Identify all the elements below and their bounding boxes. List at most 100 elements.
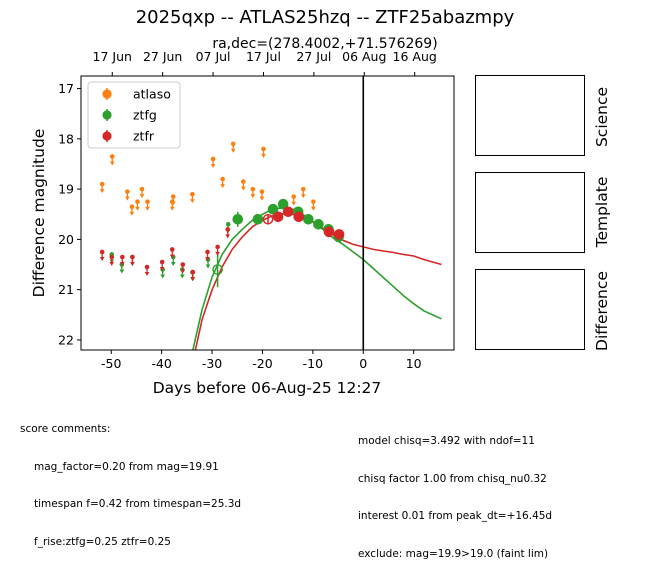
upper-limit-atlaso — [145, 199, 150, 211]
limit-marker — [125, 189, 130, 194]
limit-marker — [170, 194, 176, 199]
score-comments: score comments: mag_factor=0.20 from mag… — [20, 398, 241, 561]
upper-limit-atlaso — [300, 186, 306, 199]
data-point-ztfr — [333, 229, 345, 240]
limit-arrowhead — [170, 261, 176, 266]
upper-limit-atlaso — [139, 186, 145, 199]
point-marker — [323, 226, 335, 238]
legend-marker — [102, 89, 112, 99]
upper-limit-ztfr — [109, 254, 115, 266]
limit-arrowhead — [205, 256, 210, 261]
upper-limit-atlaso — [190, 191, 195, 204]
limit-marker — [145, 199, 150, 204]
limit-arrowhead — [125, 196, 130, 201]
score-comment-line: mag_factor=0.20 from mag=19.91 — [34, 460, 219, 473]
limit-marker — [159, 259, 165, 265]
upper-limit-ztfr — [205, 249, 210, 261]
upper-limit-atlaso — [311, 199, 316, 211]
limit-arrowhead — [170, 201, 176, 206]
limit-marker — [291, 194, 297, 199]
legend: atlaso ztfg ztfr — [87, 81, 181, 149]
upper-limit-atlaso — [109, 154, 115, 166]
lightcurve-chart: ra,dec=(278.4002,+71.576269) 17 Jun 27 Ju… — [30, 36, 455, 397]
limit-marker — [99, 181, 105, 187]
top-tick-label: 17 Jul — [246, 49, 281, 64]
limit-arrowhead — [261, 153, 266, 158]
data-point-ztfr — [323, 226, 335, 238]
point-marker — [272, 211, 284, 223]
point-marker — [267, 203, 279, 215]
top-tick-label: 27 Jun — [143, 49, 182, 64]
limit-marker — [109, 254, 115, 260]
limit-marker — [230, 141, 236, 147]
point-marker — [282, 206, 294, 218]
limit-arrowhead — [169, 254, 175, 259]
limit-marker — [139, 186, 145, 192]
limit-arrowhead — [230, 148, 236, 153]
upper-limit-atlaso — [241, 179, 246, 191]
upper-limit-ztfr — [159, 259, 165, 272]
score-comments-header: score comments: — [20, 423, 111, 435]
science-stamp — [475, 75, 585, 156]
limit-arrowhead — [259, 196, 265, 201]
y-tick-label: 18 — [58, 131, 74, 146]
upper-limit-ztfr — [99, 249, 105, 261]
limit-marker — [120, 254, 125, 260]
legend-label: ztfg — [133, 108, 157, 123]
limit-arrowhead — [291, 201, 297, 206]
limit-marker — [129, 204, 135, 210]
top-tick-label: 07 Jul — [196, 49, 231, 64]
limit-marker — [99, 249, 105, 255]
upper-limit-ztfr — [180, 262, 186, 274]
data-point-ztfg — [277, 198, 289, 210]
legend-entry-atlaso: atlaso — [102, 87, 171, 102]
limit-arrowhead — [180, 274, 185, 279]
limit-arrowhead — [99, 189, 105, 194]
upper-limit-atlaso — [220, 176, 225, 189]
upper-limit-atlaso — [125, 189, 130, 201]
x-tick-label: 10 — [406, 356, 422, 371]
limit-marker — [225, 222, 231, 227]
upper-limit-atlaso — [170, 194, 176, 206]
data-point-ztfr — [262, 213, 274, 225]
y-tick-label: 21 — [58, 282, 74, 297]
limit-arrowhead — [99, 256, 105, 261]
y-tick-label: 22 — [58, 332, 74, 347]
upper-limit-atlaso — [99, 181, 105, 194]
limit-arrowhead — [210, 163, 216, 168]
legend-marker — [102, 110, 112, 120]
limit-arrowhead — [130, 261, 135, 266]
limit-marker — [144, 264, 150, 270]
limit-arrowhead — [119, 269, 125, 274]
upper-limit-ztfr — [120, 254, 125, 266]
upper-limit-ztfr — [215, 244, 220, 256]
limit-arrowhead — [109, 261, 115, 266]
data-point-ztfr — [293, 211, 305, 223]
data-marks — [99, 141, 345, 288]
point-marker — [303, 213, 314, 225]
model-comment-line: exclude: mag=19.9>19.0 (faint lim) — [358, 547, 549, 560]
limit-arrowhead — [190, 199, 195, 204]
score-comment-line: f_rise:ztfg=0.25 ztfr=0.25 — [34, 535, 171, 548]
upper-limit-atlaso — [250, 186, 256, 199]
x-tick-label: -50 — [101, 356, 121, 371]
limit-marker — [259, 189, 265, 194]
top-tick-label: 16 Aug — [393, 49, 437, 64]
limit-marker — [169, 247, 175, 252]
top-tick-label: 17 Jun — [93, 49, 132, 64]
limit-marker — [109, 154, 115, 159]
upper-limit-ztfr — [169, 247, 175, 259]
science-label: Science — [593, 86, 611, 148]
x-tick-label: -30 — [202, 356, 222, 371]
limit-arrowhead — [159, 267, 165, 272]
upper-limit-atlaso — [129, 204, 135, 216]
model-comment-line: model chisq=3.492 with ndof=11 — [358, 435, 535, 447]
limit-marker — [250, 186, 256, 192]
limit-marker — [180, 262, 186, 267]
chart-subtitle: ra,dec=(278.4002,+71.576269) — [212, 36, 437, 52]
data-point-ztfg — [252, 213, 264, 225]
y-axis: 17 18 19 20 21 22 — [58, 81, 81, 347]
figure-title: 2025qxp -- ATLAS25hzq -- ZTF25abazmpy — [135, 7, 515, 28]
x-axis-label: Days before 06-Aug-25 12:27 — [153, 379, 382, 397]
point-marker — [232, 213, 244, 225]
